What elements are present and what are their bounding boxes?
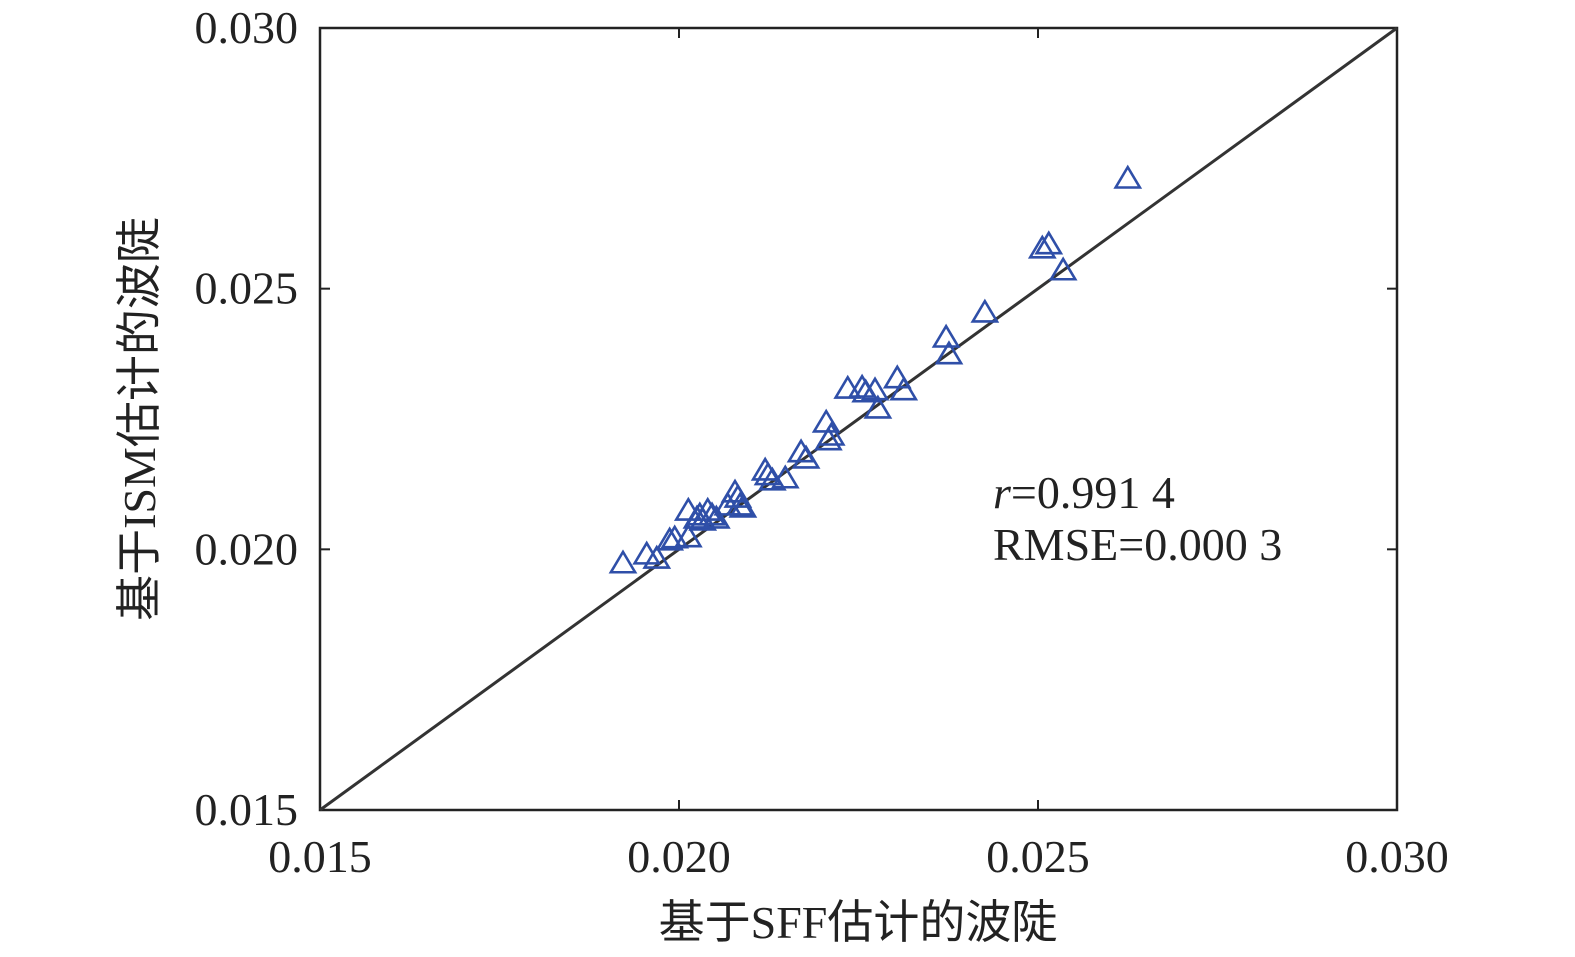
data-point-triangle — [770, 464, 800, 489]
y-tick-label: 0.030 — [195, 2, 299, 53]
data-point-triangle — [632, 540, 662, 565]
data-point-triangle — [655, 526, 685, 551]
data-point-triangle — [1027, 234, 1057, 259]
x-tick-label: 0.025 — [986, 831, 1090, 882]
data-point-triangle — [728, 493, 758, 518]
data-point-triangle — [889, 376, 919, 401]
y-axis-label: 基于ISM估计的波陡 — [114, 217, 165, 621]
y-tick-label: 0.020 — [195, 523, 299, 574]
data-point-triangle — [1113, 164, 1143, 189]
data-point-triangle — [860, 376, 890, 401]
data-point-triangle — [851, 378, 881, 403]
reference-line-y-equals-x — [319, 26, 1398, 812]
data-point-triangle — [931, 323, 961, 348]
x-tick-label: 0.015 — [268, 831, 372, 882]
r-value: =0.991 4 — [1011, 467, 1175, 518]
data-point-triangle — [725, 491, 755, 516]
data-point-triangle — [673, 523, 703, 548]
rmse-annotation: RMSE=0.000 3 — [993, 519, 1282, 570]
data-point-triangle — [1034, 230, 1064, 255]
data-point-triangle — [833, 374, 863, 399]
x-axis-label: 基于SFF估计的波陡 — [659, 897, 1058, 948]
data-point-triangle — [642, 544, 672, 569]
data-point-triangle — [970, 298, 1000, 323]
data-point-triangle — [701, 504, 731, 529]
plot-frame — [318, 26, 1399, 812]
x-tick-label: 0.030 — [1345, 831, 1449, 882]
data-point-triangle — [816, 421, 846, 446]
data-point-triangle — [608, 549, 638, 574]
r-symbol: r — [993, 467, 1012, 518]
data-point-triangle — [934, 340, 964, 365]
y-tick-label: 0.025 — [195, 263, 299, 314]
data-point-triangle — [791, 444, 821, 469]
y-tick-label: 0.015 — [195, 784, 299, 835]
data-point-triangle — [863, 394, 893, 419]
data-point-triangle — [1048, 256, 1078, 281]
r-annotation: r=0.991 4 — [993, 467, 1175, 518]
x-tick-label: 0.020 — [627, 831, 731, 882]
